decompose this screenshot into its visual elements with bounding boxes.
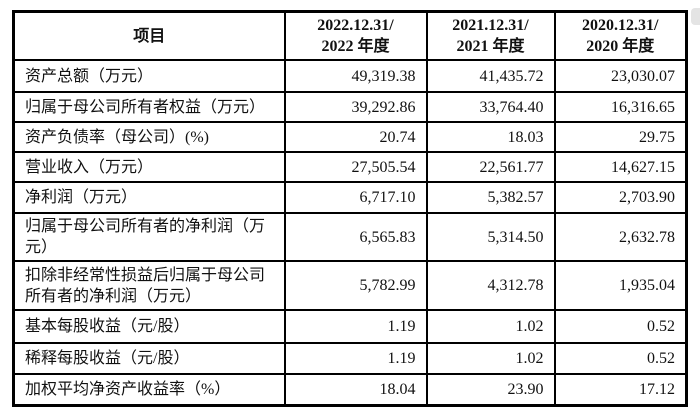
row-value-2021: 1.02 [425, 342, 556, 375]
row-value-2022: 6,717.10 [283, 181, 428, 214]
row-value-2022: 1.19 [283, 309, 428, 344]
row-value-2021: 1.02 [425, 309, 556, 344]
table-row: 扣除非经常性损益后归属于母公司所有者的净利润（万元） 5,782.99 4,31… [12, 260, 688, 311]
table-row: 资产负债率（母公司）(%) 20.74 18.03 29.75 [12, 121, 688, 153]
row-value-2021: 41,435.72 [425, 59, 556, 93]
row-value-2020: 29.75 [553, 121, 688, 153]
table-row: 营业收入（万元） 27,505.54 22,561.77 14,627.15 [12, 151, 688, 183]
row-value-2020: 2,703.90 [553, 181, 688, 214]
header-period-2022-line2: 2022 年度 [321, 38, 390, 55]
row-value-2022: 27,505.54 [283, 151, 428, 183]
row-value-2022: 39,292.86 [283, 91, 428, 123]
row-value-2022: 1.19 [283, 342, 428, 375]
row-value-2020: 1,935.04 [553, 260, 688, 311]
header-period-2020-line1: 2020.12.31/ [582, 17, 659, 34]
row-value-2020: 23,030.07 [553, 59, 688, 93]
row-value-2021: 23.90 [425, 373, 556, 406]
table-row: 稀释每股收益（元/股） 1.19 1.02 0.52 [12, 342, 688, 375]
row-value-2020: 0.52 [553, 342, 688, 375]
scrollbar-thumb[interactable] [691, 8, 700, 25]
row-label: 基本每股收益（元/股） [12, 309, 286, 344]
table-row: 归属于母公司所有者的净利润（万元） 6,565.83 5,314.50 2,63… [12, 212, 688, 262]
row-label: 扣除非经常性损益后归属于母公司所有者的净利润（万元） [12, 260, 286, 311]
header-period-2020: 2020.12.31/ 2020 年度 [553, 10, 688, 61]
header-period-2021-line1: 2021.12.31/ [452, 17, 529, 34]
header-period-2020-line2: 2020 年度 [586, 38, 655, 55]
row-value-2021: 5,314.50 [425, 212, 556, 262]
header-row: 项目 2022.12.31/ 2022 年度 2021.12.31/ 2021 … [12, 10, 688, 61]
row-label: 归属于母公司所有者的净利润（万元） [12, 212, 286, 262]
row-label: 净利润（万元） [12, 181, 286, 214]
row-value-2022: 6,565.83 [283, 212, 428, 262]
row-label: 资产负债率（母公司）(%) [12, 121, 286, 153]
header-period-2022: 2022.12.31/ 2022 年度 [283, 10, 428, 61]
table-row: 净利润（万元） 6,717.10 5,382.57 2,703.90 [12, 181, 688, 214]
header-period-2022-line1: 2022.12.31/ [317, 17, 394, 34]
row-value-2020: 0.52 [553, 309, 688, 344]
financial-summary-table: 项目 2022.12.31/ 2022 年度 2021.12.31/ 2021 … [12, 10, 688, 407]
header-item: 项目 [12, 10, 286, 61]
header-period-2021-line2: 2021 年度 [456, 38, 525, 55]
row-label: 归属于母公司所有者权益（万元） [12, 91, 286, 123]
row-value-2022: 18.04 [283, 373, 428, 406]
table-row: 基本每股收益（元/股） 1.19 1.02 0.52 [12, 309, 688, 344]
row-label: 加权平均净资产收益率（%） [12, 373, 286, 406]
row-value-2022: 49,319.38 [283, 59, 428, 93]
row-value-2020: 17.12 [553, 373, 688, 406]
row-label: 资产总额（万元） [12, 59, 286, 93]
table-row: 加权平均净资产收益率（%） 18.04 23.90 17.12 [12, 373, 688, 406]
table-row: 资产总额（万元） 49,319.38 41,435.72 23,030.07 [12, 59, 688, 93]
table-row: 归属于母公司所有者权益（万元） 39,292.86 33,764.40 16,3… [12, 91, 688, 123]
row-value-2022: 5,782.99 [283, 260, 428, 311]
row-value-2020: 14,627.15 [553, 151, 688, 183]
row-value-2021: 22,561.77 [425, 151, 556, 183]
row-label: 营业收入（万元） [12, 151, 286, 183]
header-period-2021: 2021.12.31/ 2021 年度 [425, 10, 556, 61]
row-value-2021: 33,764.40 [425, 91, 556, 123]
row-label: 稀释每股收益（元/股） [12, 342, 286, 375]
row-value-2022: 20.74 [283, 121, 428, 153]
row-value-2020: 16,316.65 [553, 91, 688, 123]
row-value-2021: 5,382.57 [425, 181, 556, 214]
row-value-2021: 18.03 [425, 121, 556, 153]
row-value-2020: 2,632.78 [553, 212, 688, 262]
row-value-2021: 4,312.78 [425, 260, 556, 311]
